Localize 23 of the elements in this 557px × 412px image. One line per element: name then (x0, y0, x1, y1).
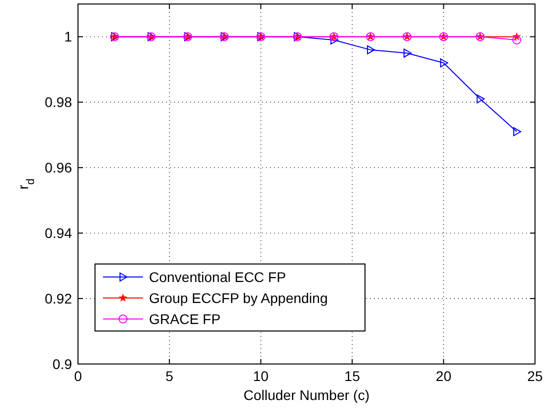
point (513, 127, 522, 136)
point (512, 36, 522, 44)
y-tick-label: 0.94 (44, 225, 72, 242)
point (476, 94, 485, 104)
x-tick-label: 0 (74, 368, 82, 384)
x-axis-title: Colluder Number (c) (243, 387, 370, 403)
x-tick-label: 15 (344, 368, 360, 384)
y-tick-label: 1 (64, 28, 72, 45)
y-tick-label: 0.98 (44, 94, 72, 110)
y-tick-label: 0.96 (44, 160, 72, 176)
y-tick-label: 0.9 (52, 356, 72, 372)
legend-label: Group ECCFP by Appending (149, 290, 328, 306)
x-tick-label: 10 (253, 368, 269, 384)
x-tick-label: 25 (527, 368, 543, 384)
point (366, 45, 375, 54)
legend-label: Conventional ECC FP (149, 269, 286, 285)
point (440, 58, 448, 68)
x-tick-label: 5 (166, 368, 174, 384)
x-tick-label: 20 (436, 368, 452, 384)
point (404, 48, 412, 58)
y-tick-label: 0.92 (44, 290, 72, 307)
point (330, 36, 338, 44)
legend-label: GRACE FP (149, 311, 221, 327)
